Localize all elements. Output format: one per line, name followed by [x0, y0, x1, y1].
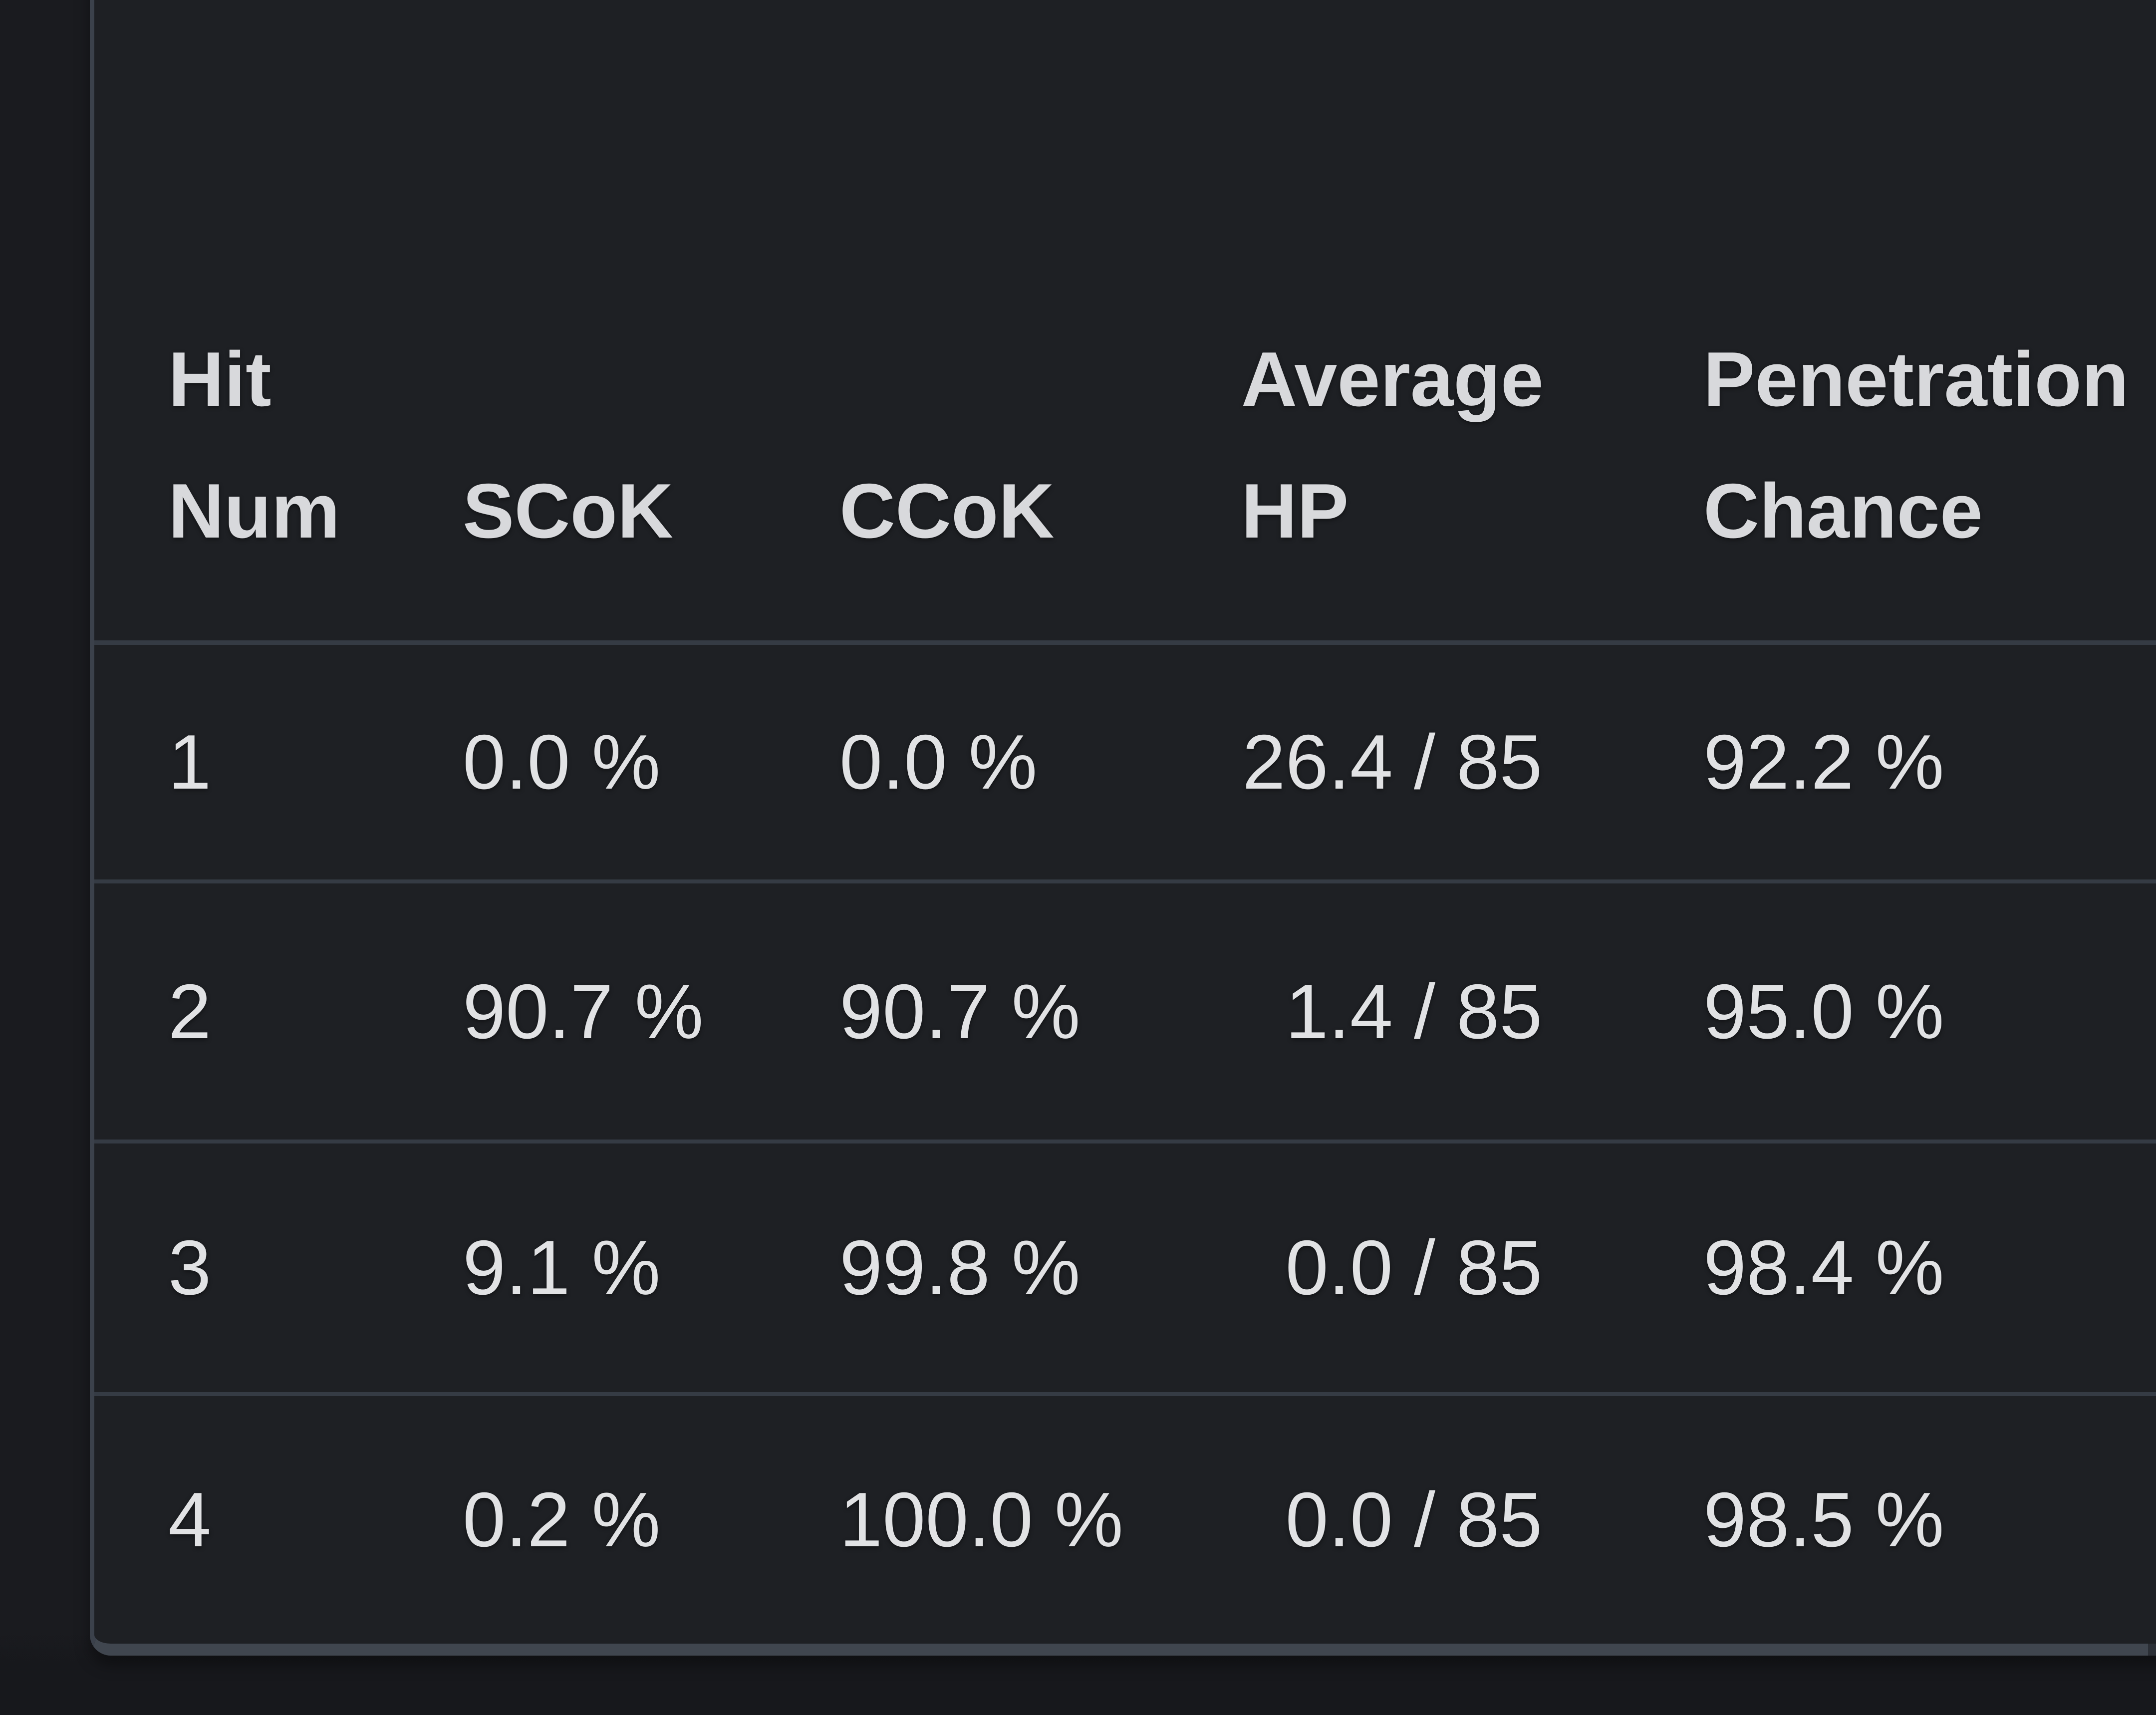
column-header-line: HP — [1241, 467, 1349, 554]
scok-value: 90.7 % — [463, 968, 704, 1055]
column-header-line: Hit — [168, 336, 271, 422]
column-header-line: Penetration — [1703, 336, 2129, 422]
scok-value: 0.0 % — [463, 719, 661, 805]
penetration-chance-value: 98.5 % — [1703, 1476, 1944, 1563]
ccok-value: 99.8 % — [839, 1224, 1080, 1311]
hp-separator: / — [1414, 1224, 1436, 1311]
hp-current: 0.0 — [1285, 1224, 1393, 1311]
hp-max: 85 — [1456, 719, 1543, 805]
hp-max: 85 — [1456, 1476, 1543, 1563]
column-header-line: Average — [1241, 336, 1544, 422]
column-header-line: SCoK — [463, 467, 673, 554]
column-header-penetration-chance: Penetration Chance — [1703, 0, 2156, 640]
hit-num-value: 4 — [168, 1476, 212, 1563]
column-header-line: Num — [168, 467, 340, 554]
penetration-chance-value: 95.0 % — [1703, 968, 1944, 1055]
results-panel: Hit Num SCoK CCoK Average HP Penetration… — [90, 0, 2156, 1656]
hit-results-table: Hit Num SCoK CCoK Average HP Penetration… — [94, 0, 2156, 1644]
average-hp-value: 26.4 / 85 — [1241, 718, 1703, 807]
average-hp-value: 0.0 / 85 — [1241, 1475, 1703, 1564]
column-header-average-hp: Average HP — [1241, 0, 1703, 640]
hp-current: 1.4 — [1285, 968, 1393, 1055]
hp-max: 85 — [1456, 968, 1543, 1055]
table-row: 3 9.1 % 99.8 % 0.0 / 85 98.4 % — [94, 1140, 2156, 1392]
table-row: 2 90.7 % 90.7 % 1.4 / 85 95.0 % — [94, 879, 2156, 1140]
table-header-row: Hit Num SCoK CCoK Average HP Penetration… — [94, 0, 2156, 640]
table-row: 1 0.0 % 0.0 % 26.4 / 85 92.2 % — [94, 640, 2156, 879]
hp-separator: / — [1414, 719, 1436, 805]
scok-value: 0.2 % — [463, 1476, 661, 1563]
hit-num-value: 1 — [168, 719, 212, 805]
column-header-scok: SCoK — [463, 0, 839, 640]
ccok-value: 90.7 % — [839, 968, 1080, 1055]
column-header-ccok: CCoK — [839, 0, 1241, 640]
hp-separator: / — [1414, 1476, 1436, 1563]
penetration-chance-value: 92.2 % — [1703, 719, 1944, 805]
average-hp-value: 0.0 / 85 — [1241, 1223, 1703, 1312]
column-header-hit-num: Hit Num — [168, 0, 463, 640]
horizontal-scrollbar-track-end[interactable] — [2148, 1644, 2156, 1656]
table-row: 4 0.2 % 100.0 % 0.0 / 85 98.5 % — [94, 1392, 2156, 1644]
scok-value: 9.1 % — [463, 1224, 661, 1311]
column-header-line: CCoK — [839, 467, 1055, 554]
ccok-value: 100.0 % — [839, 1476, 1123, 1563]
hit-num-value: 2 — [168, 968, 212, 1055]
hp-separator: / — [1414, 968, 1436, 1055]
average-hp-value: 1.4 / 85 — [1241, 967, 1703, 1056]
column-header-line: Chance — [1703, 467, 1983, 554]
penetration-chance-value: 98.4 % — [1703, 1224, 1944, 1311]
ccok-value: 0.0 % — [839, 719, 1038, 805]
hp-current: 26.4 — [1242, 719, 1393, 805]
hp-current: 0.0 — [1285, 1476, 1393, 1563]
hit-num-value: 3 — [168, 1224, 212, 1311]
hp-max: 85 — [1456, 1224, 1543, 1311]
